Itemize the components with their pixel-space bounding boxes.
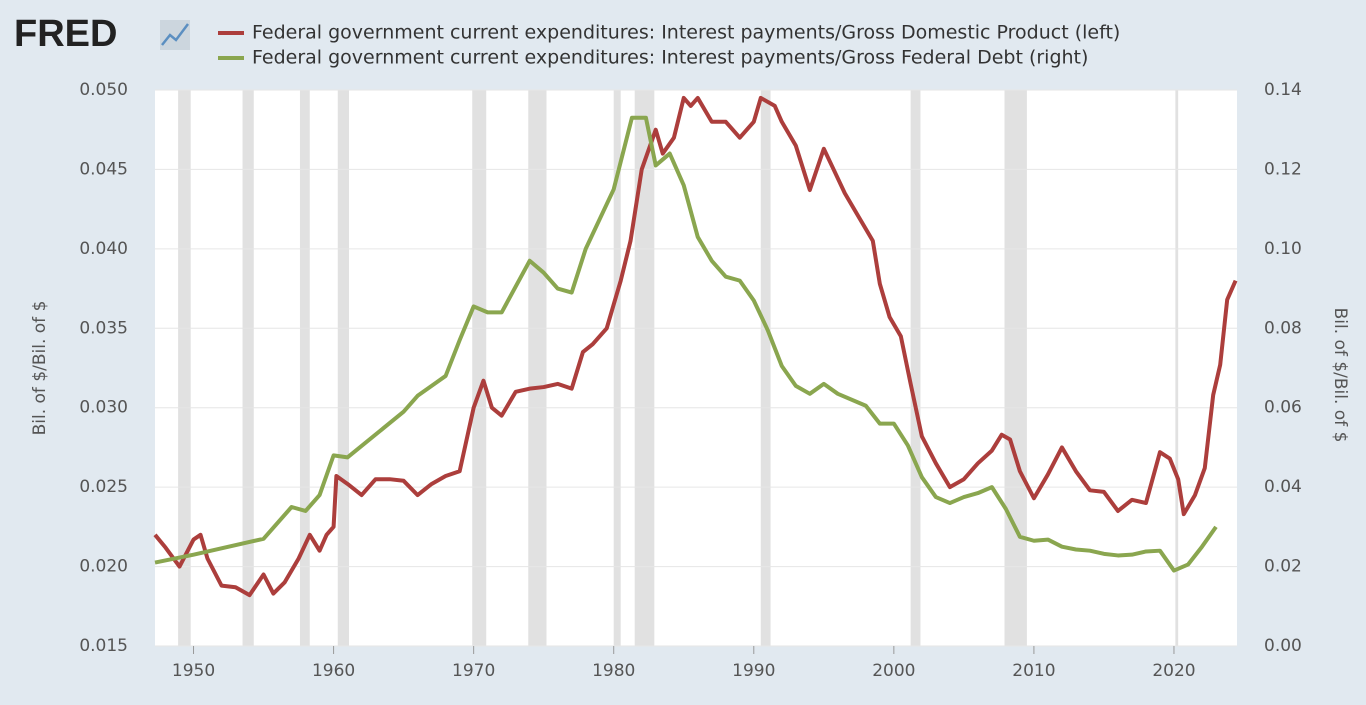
shaded-period	[299, 90, 310, 646]
plot-area	[155, 90, 1237, 646]
shaded-period	[472, 90, 487, 646]
y-axis-label: Bil. of $/Bil. of $	[30, 301, 50, 436]
x-tick-label: 1980	[592, 661, 635, 681]
y2-tick-label: 0.02	[1264, 557, 1302, 577]
y-tick-label: 0.015	[79, 636, 128, 656]
shaded-period	[910, 90, 921, 646]
legend-label: Federal government current expenditures:…	[252, 22, 1120, 44]
y2-tick-label: 0.12	[1264, 159, 1302, 179]
series-line	[153, 95, 1238, 598]
y-tick-label: 0.035	[79, 318, 128, 338]
legend-label: Federal government current expenditures:…	[252, 47, 1088, 69]
y2-tick-label: 0.00	[1264, 636, 1302, 656]
x-tick-label: 1960	[312, 661, 355, 681]
x-tick-label: 1990	[732, 661, 775, 681]
y-tick-label: 0.020	[79, 557, 128, 577]
shaded-period	[242, 90, 254, 646]
shaded-period	[337, 90, 349, 646]
shaded-period	[613, 90, 621, 646]
x-tick-label: 1950	[172, 661, 215, 681]
y2-tick-label: 0.06	[1264, 398, 1302, 418]
y2-tick-label: 0.08	[1264, 318, 1302, 338]
y2-tick-label: 0.14	[1264, 80, 1302, 100]
series-line	[154, 115, 1218, 573]
y2-tick-label: 0.04	[1264, 477, 1302, 497]
y2-axis-label: Bil. of $/Bil. of $	[1330, 308, 1350, 443]
logo-icon	[160, 20, 190, 50]
shaded-period	[1004, 90, 1027, 646]
y-tick-label: 0.045	[79, 159, 128, 179]
y-tick-label: 0.025	[79, 477, 128, 497]
y2-tick-label: 0.10	[1264, 239, 1302, 259]
x-tick-label: 1970	[452, 661, 495, 681]
x-tick-label: 2020	[1152, 661, 1195, 681]
shaded-period	[760, 90, 771, 646]
y-tick-label: 0.050	[79, 80, 128, 100]
shaded-period	[1175, 90, 1179, 646]
y-tick-label: 0.030	[79, 398, 128, 418]
logo: FRED	[14, 13, 117, 55]
shaded-period	[528, 90, 547, 646]
x-tick-label: 2010	[1012, 661, 1055, 681]
shaded-period	[634, 90, 655, 646]
x-tick-label: 2000	[872, 661, 915, 681]
y-tick-label: 0.040	[79, 239, 128, 259]
shaded-period	[178, 90, 191, 646]
